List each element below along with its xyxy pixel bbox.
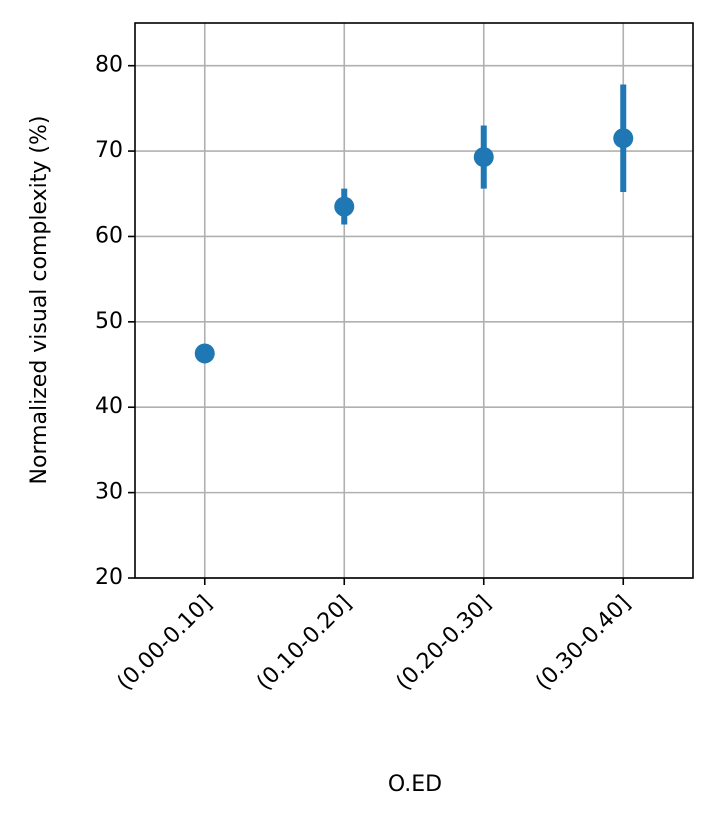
y-tick-label: 40 xyxy=(95,394,123,419)
y-tick-label: 80 xyxy=(95,53,123,78)
y-tick-label: 70 xyxy=(95,138,123,163)
x-tick-label: (0.00-0.10] xyxy=(113,591,218,696)
x-tick-label: (0.30-0.40] xyxy=(531,591,636,696)
y-tick-label: 60 xyxy=(95,223,123,248)
y-tick-label: 30 xyxy=(95,480,123,505)
point xyxy=(194,343,215,364)
x-axis-label: O.ED xyxy=(388,772,442,797)
plot-frame xyxy=(134,22,694,579)
x-tick-label: (0.20-0.30] xyxy=(392,591,497,696)
y-tick-label: 50 xyxy=(95,309,123,334)
x-tick-label: (0.10-0.20] xyxy=(252,591,357,696)
y-tick-label: 20 xyxy=(95,565,123,590)
y-axis-label: Normalized visual complexity (%) xyxy=(27,116,52,485)
point xyxy=(334,196,355,217)
point xyxy=(473,147,494,168)
point xyxy=(613,128,634,149)
